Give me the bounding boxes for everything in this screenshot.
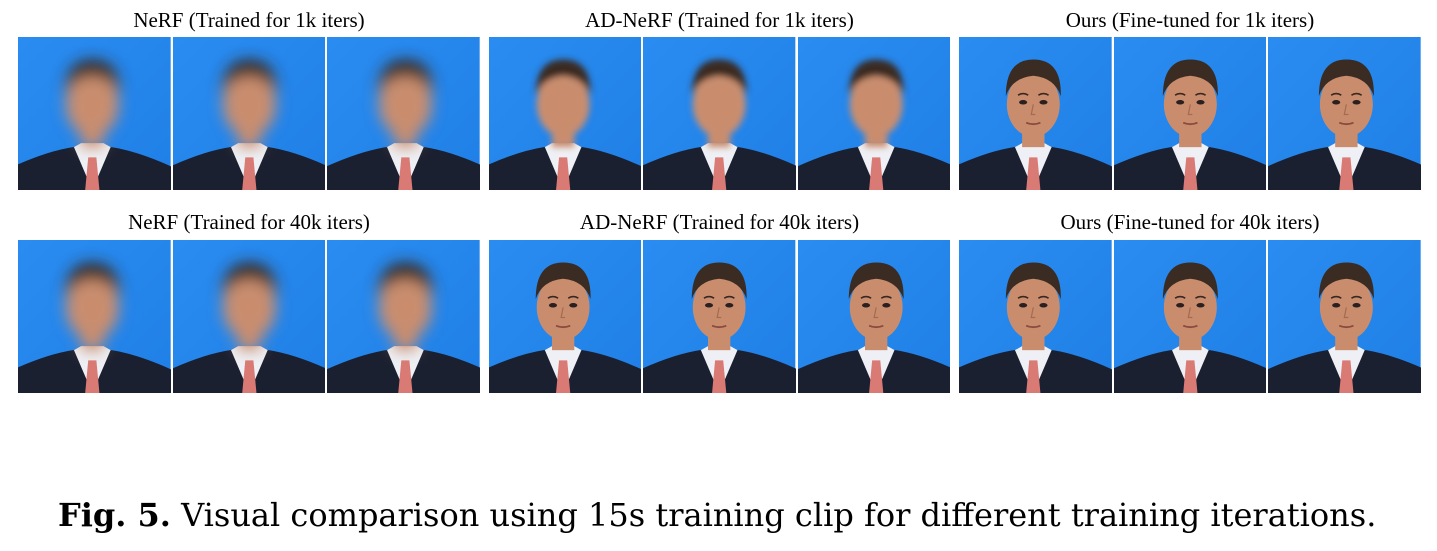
panel-title-adnerf-1k: AD-NeRF (Trained for 1k iters) [585,8,854,32]
video-frame [327,240,481,393]
image-strip-nerf-40k [18,240,481,393]
video-frame [1113,240,1267,393]
video-frame [959,240,1112,393]
video-frame [172,37,326,190]
video-frame [959,37,1112,190]
image-strip-ours-40k [959,240,1422,393]
panel-title-adnerf-40k: AD-NeRF (Trained for 40k iters) [579,210,860,234]
video-frame [643,37,796,190]
image-strip-adnerf-40k [489,240,950,393]
video-frame [643,240,796,393]
video-frame [1268,240,1422,393]
panel-title-ours-40k: Ours (Fine-tuned for 40k iters) [1060,210,1320,234]
panel-title-nerf-1k: NeRF (Trained for 1k iters) [133,8,365,32]
video-frame [489,240,642,393]
panel-title-ours-1k: Ours (Fine-tuned for 1k iters) [1065,8,1315,32]
video-frame [797,240,950,393]
image-strip-ours-1k [959,37,1422,190]
panel-title-nerf-40k: NeRF (Trained for 40k iters) [128,210,370,234]
video-frame [172,240,326,393]
video-frame [18,37,171,190]
video-frame [1113,37,1267,190]
video-frame [1268,37,1422,190]
video-frame [18,240,171,393]
figure-caption: Fig. 5. Visual comparison using 15s trai… [58,490,1398,540]
video-frame [797,37,950,190]
image-strip-nerf-1k [18,37,481,190]
video-frame [489,37,642,190]
image-strip-adnerf-1k [489,37,950,190]
figure-caption-text: Visual comparison using 15s training cli… [181,496,1377,534]
figure-caption-label: Fig. 5. [58,496,171,534]
video-frame [327,37,481,190]
